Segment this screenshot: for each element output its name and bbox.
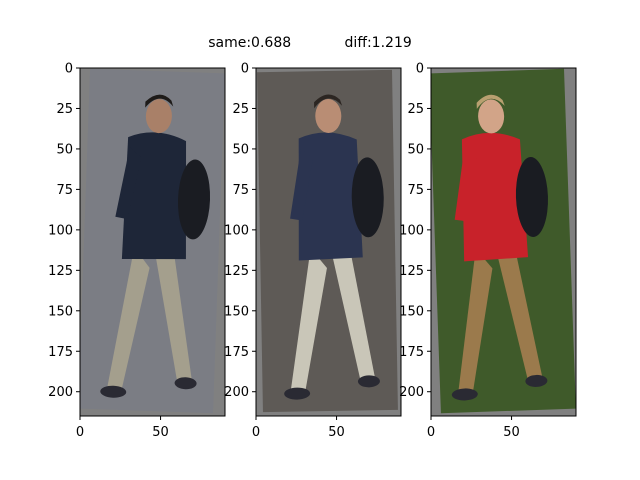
person-head [145, 99, 172, 134]
person-head [478, 99, 505, 134]
person-leg-right [330, 247, 375, 383]
y-tick-label: 175 [48, 345, 73, 360]
person-image-3: 0 25 50 75 100 125 150 175 200 0 50 [399, 62, 577, 440]
person-shoe-left [451, 388, 478, 401]
person-image-2: 0 25 50 75 100 125 150 175 200 0 50 [224, 62, 402, 440]
image-content [431, 68, 576, 416]
person-shoe-right [357, 375, 380, 388]
image-content [256, 68, 401, 416]
y-tick-label: 200 [399, 385, 424, 400]
image-content [80, 68, 225, 416]
person-jacket [298, 132, 363, 261]
person-leg-right [495, 248, 543, 383]
person-shoe-left [284, 387, 311, 400]
person-shoe-right [174, 377, 197, 390]
person-backpack [515, 157, 548, 237]
photo [80, 68, 225, 414]
y-tick-label: 75 [407, 183, 424, 198]
y-tick-label: 200 [224, 385, 249, 400]
panels-group: 0 25 50 75 100 125 150 175 200 0 50 0 25 50 75 100 125 15… [48, 62, 577, 440]
y-tick-label: 125 [399, 264, 424, 279]
photo [257, 69, 398, 413]
y-tick-label: 75 [232, 183, 249, 198]
y-tick-label: 0 [65, 62, 73, 77]
x-tick-label: 50 [152, 425, 169, 440]
y-tick-label: 25 [407, 102, 424, 117]
x-tick-label: 0 [76, 425, 84, 440]
person-jacket [461, 132, 529, 262]
photo [431, 68, 576, 414]
person-backpack [177, 159, 211, 240]
y-tick-label: 125 [48, 264, 73, 279]
x-tick-label: 0 [252, 425, 260, 440]
person-shoe-left [100, 385, 127, 398]
y-tick-label: 150 [48, 304, 73, 319]
y-tick-label: 150 [399, 304, 424, 319]
person-head [315, 98, 342, 133]
y-tick-label: 150 [224, 304, 249, 319]
y-tick-label: 175 [224, 345, 249, 360]
y-tick-label: 100 [399, 223, 424, 238]
person-arm [115, 147, 142, 220]
y-tick-label: 25 [56, 102, 73, 117]
x-tick-label: 50 [503, 425, 520, 440]
y-tick-label: 25 [232, 102, 249, 117]
y-tick-label: 0 [241, 62, 249, 77]
person-backpack [351, 157, 384, 238]
figure-title: same:0.688 diff:1.219 [208, 35, 412, 51]
y-tick-label: 50 [56, 142, 73, 157]
y-tick-label: 50 [232, 142, 249, 157]
person-hair [314, 94, 343, 109]
x-tick-label: 50 [328, 425, 345, 440]
person-leg-left [291, 248, 327, 393]
person-hair [476, 94, 505, 109]
person-leg-left [458, 248, 493, 394]
y-tick-label: 175 [399, 345, 424, 360]
x-tick-label: 0 [427, 425, 435, 440]
person-leg-right [154, 248, 192, 384]
y-tick-label: 100 [48, 223, 73, 238]
y-tick-label: 200 [48, 385, 73, 400]
y-tick-label: 0 [416, 62, 424, 77]
person-arm [290, 148, 314, 221]
person-shoe-right [525, 374, 548, 387]
y-tick-label: 75 [56, 183, 73, 198]
person-leg-left [107, 247, 150, 392]
y-tick-label: 100 [224, 223, 249, 238]
person-image-1: 0 25 50 75 100 125 150 175 200 0 50 [48, 62, 226, 440]
person-hair [145, 94, 174, 108]
person-arm [454, 149, 477, 222]
axes-frame [430, 67, 577, 417]
y-tick-label: 50 [407, 142, 424, 157]
axes-frame [79, 67, 226, 417]
y-tick-label: 125 [224, 264, 249, 279]
axes-frame [255, 67, 402, 417]
